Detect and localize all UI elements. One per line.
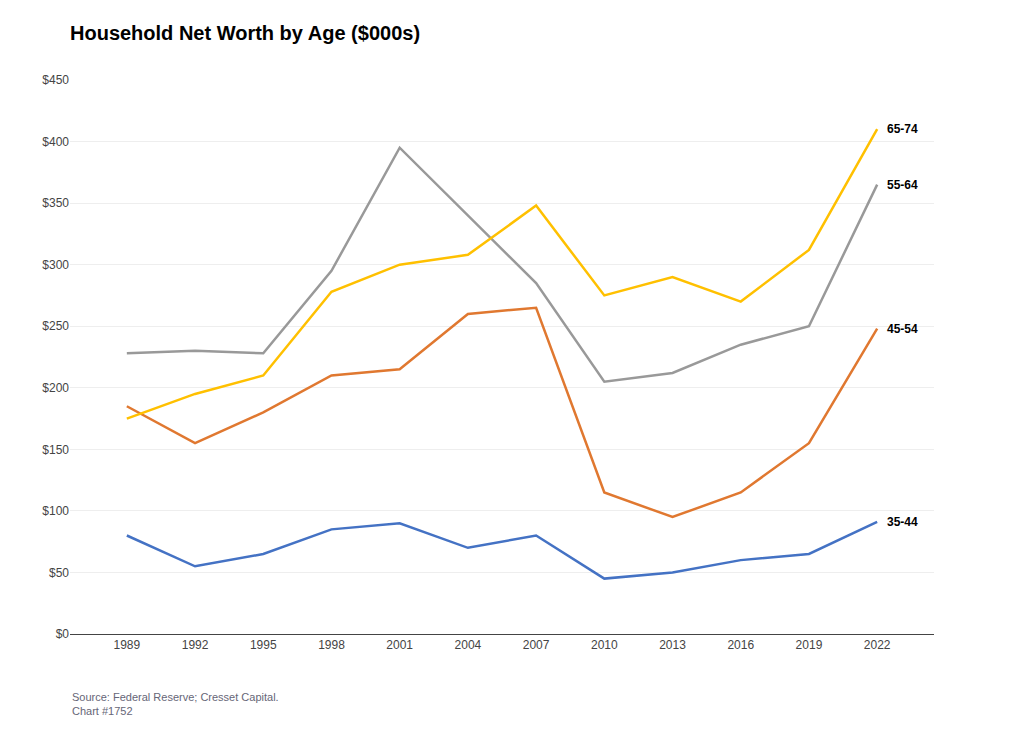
svg-text:1989: 1989 [113,638,140,652]
svg-text:$300: $300 [42,258,69,272]
svg-text:2016: 2016 [727,638,754,652]
svg-text:2013: 2013 [659,638,686,652]
svg-text:Source: Federal Reserve; Cress: Source: Federal Reserve; Cresset Capital… [72,691,279,717]
svg-text:2004: 2004 [455,638,482,652]
svg-text:1998: 1998 [318,638,345,652]
svg-text:$400: $400 [42,135,69,149]
svg-text:$250: $250 [42,319,69,333]
svg-text:$0: $0 [56,627,70,641]
svg-text:$50: $50 [49,566,69,580]
svg-text:1992: 1992 [182,638,209,652]
svg-text:35-44: 35-44 [887,515,918,529]
svg-text:2001: 2001 [386,638,413,652]
svg-text:55-64: 55-64 [887,178,918,192]
svg-text:$450: $450 [42,73,69,87]
svg-text:65-74: 65-74 [887,122,918,136]
svg-text:1995: 1995 [250,638,277,652]
svg-text:$150: $150 [42,443,69,457]
svg-text:Household Net Worth by Age ($0: Household Net Worth by Age ($000s) [70,22,420,44]
svg-text:2010: 2010 [591,638,618,652]
svg-text:$100: $100 [42,504,69,518]
svg-text:45-54: 45-54 [887,322,918,336]
svg-text:$350: $350 [42,196,69,210]
svg-text:2019: 2019 [796,638,823,652]
svg-text:2022: 2022 [864,638,891,652]
svg-text:$200: $200 [42,381,69,395]
svg-text:2007: 2007 [523,638,550,652]
